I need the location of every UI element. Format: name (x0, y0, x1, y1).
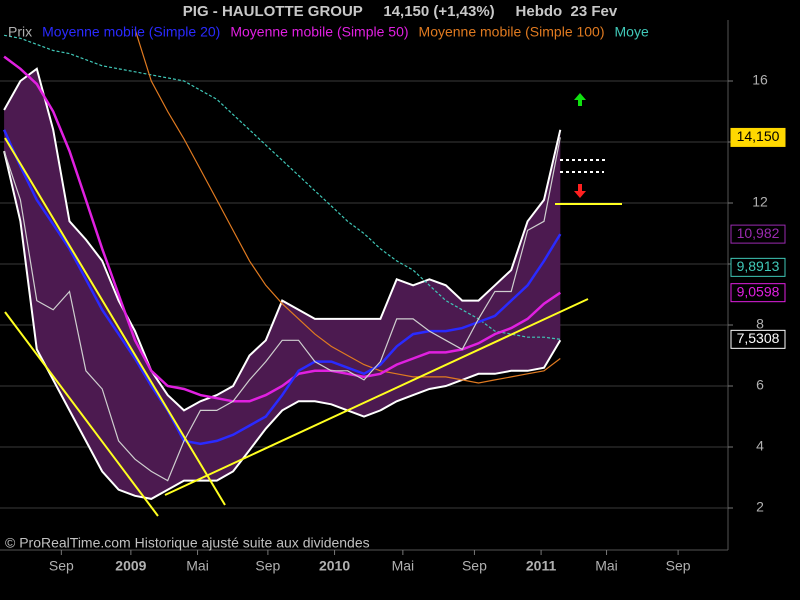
series-line (2, 129, 562, 446)
value-box (730, 257, 786, 277)
x-tick-label: Sep (666, 558, 691, 574)
footer: © ProRealTime.com Historique ajusté suit… (5, 535, 370, 551)
value-box (730, 127, 786, 147)
value-label: 9,0598 (737, 283, 780, 299)
series-line (3, 55, 561, 403)
y-tick-label: 12 (752, 194, 768, 210)
x-tick-label: 2010 (319, 558, 350, 574)
x-tick-label: 2011 (526, 558, 557, 574)
x-tick-label: Sep (49, 558, 74, 574)
legend-entry: Moyenne mobile (Simple 50) (230, 24, 408, 40)
x-tick-label: Mai (186, 558, 209, 574)
legend: Prix Moyenne mobile (Simple 20) Moyenne mo… (8, 24, 649, 40)
series-line (3, 137, 561, 482)
value-label: 7,5308 (737, 330, 780, 346)
y-tick-label: 8 (756, 316, 764, 332)
series-line (134, 29, 561, 384)
legend-entry: Moyenne mobile (Simple 100) (419, 24, 605, 40)
value-box (730, 283, 786, 303)
annotations (4, 93, 622, 517)
trend-line (164, 298, 589, 496)
x-tick-label: 2009 (115, 558, 146, 574)
x-tick-label: Mai (595, 558, 618, 574)
band-line (3, 150, 562, 500)
band-line (3, 67, 562, 412)
value-label: 9,8913 (737, 258, 780, 274)
legend-entry: Prix (8, 24, 32, 40)
y-tick-label: 4 (756, 438, 764, 454)
plot-area (0, 29, 728, 509)
value-box (730, 329, 786, 349)
down-arrow (574, 184, 586, 198)
x-tick-label: Mai (392, 558, 415, 574)
series-line (3, 34, 561, 340)
value-label: 14,150 (737, 128, 780, 144)
y-tick-label: 2 (756, 499, 764, 515)
x-tick-label: Sep (462, 558, 487, 574)
chart-title: PIG - HAULOTTE GROUP 14,150 (+1,43%) Heb… (183, 3, 618, 20)
value-label: 10,982 (737, 225, 780, 241)
y-tick-label: 16 (752, 72, 768, 88)
value-box (730, 224, 786, 244)
trend-line (4, 311, 159, 517)
legend-entry: Moyenne mobile (Simple 20) (42, 24, 220, 40)
up-arrow (574, 93, 586, 106)
trend-line (4, 137, 226, 506)
legend-entry: Moye (615, 24, 649, 40)
y-tick-label: 6 (756, 377, 764, 393)
x-tick-label: Sep (255, 558, 280, 574)
